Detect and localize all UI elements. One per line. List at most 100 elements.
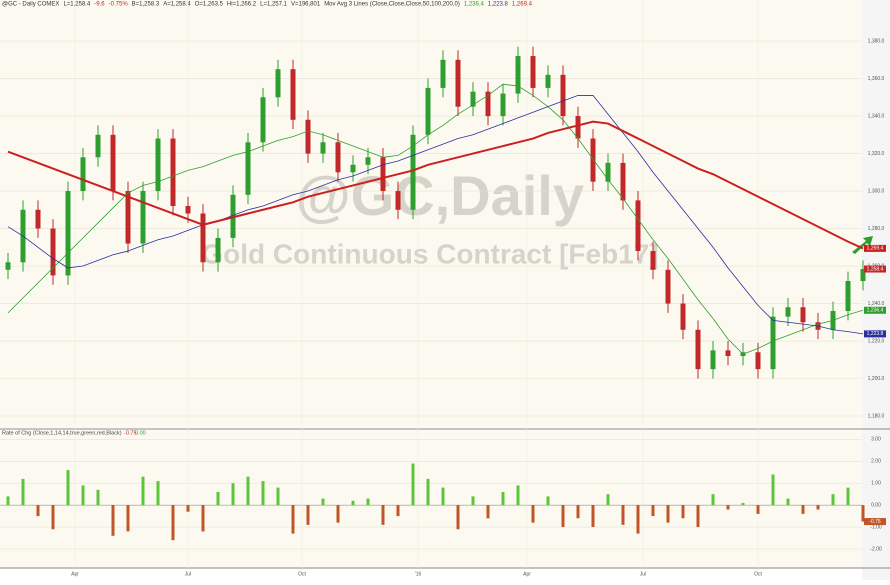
roc-bar	[81, 485, 85, 506]
y-tick-label: 1.00	[871, 481, 881, 487]
roc-bar	[216, 491, 220, 506]
candle-body	[785, 307, 791, 317]
roc-bar	[156, 481, 160, 506]
price-tag	[864, 244, 886, 252]
header-volume: V=196,801	[291, 2, 321, 8]
candle-body	[50, 228, 56, 276]
roc-bar	[291, 505, 295, 534]
price-tag-label: 1,223.8	[867, 331, 884, 337]
candle-body	[275, 69, 281, 98]
roc-bar	[546, 496, 550, 506]
candle-body	[425, 87, 431, 135]
candle-body	[125, 191, 131, 244]
roc-bar	[426, 478, 430, 506]
roc-bar	[576, 505, 580, 519]
watermark: @GC,Daily	[296, 164, 584, 227]
x-tick-label: Apr	[523, 571, 531, 577]
moving-average	[7, 120, 864, 250]
roc-tag-label: -0.75	[869, 519, 881, 525]
roc-bar	[786, 498, 790, 506]
x-tick-label: Jul	[640, 571, 646, 577]
roc-bar	[531, 505, 535, 523]
roc-bar	[171, 505, 175, 541]
roc-tag	[864, 518, 886, 526]
roc-bar	[591, 505, 595, 528]
roc-bar	[681, 505, 685, 519]
y-tick-label: -1.00	[870, 524, 882, 530]
x-tick-label: '16	[415, 571, 422, 577]
y-tick-label: 1,280.0	[868, 226, 885, 232]
roc-bar	[306, 505, 310, 525]
candle-body	[695, 329, 701, 370]
moving-average	[7, 83, 864, 355]
header: @GC - Daily COMEX L=1,258.4 -9.6 -0.75% B=1,…	[2, 2, 533, 8]
roc-bar	[816, 505, 820, 510]
roc-bar	[96, 489, 100, 506]
price-tag	[864, 265, 886, 273]
roc-bar	[66, 470, 70, 506]
y-tick-label: 1,320.0	[868, 151, 885, 157]
y-tick-label: 2.00	[871, 459, 881, 465]
roc-bar	[606, 494, 610, 506]
header-change: -9.6	[94, 2, 105, 8]
candle-body	[725, 350, 731, 357]
candle-body	[515, 56, 521, 94]
price-tag-label: 1,269.4	[867, 246, 884, 252]
roc-bar	[351, 500, 355, 506]
candle-body	[545, 74, 551, 88]
candle-body	[770, 316, 776, 370]
header-ma-value: 1,269.4	[512, 2, 533, 8]
roc-bar	[696, 505, 700, 528]
roc-panel	[0, 430, 862, 568]
roc-bar	[471, 496, 475, 506]
candle-body	[5, 262, 11, 270]
candle-body	[455, 59, 461, 107]
roc-bar	[501, 491, 505, 506]
price-tag	[864, 306, 886, 314]
candle-body	[665, 269, 671, 304]
candle-body	[170, 138, 176, 207]
y-tick-label: 1,300.0	[868, 188, 885, 194]
roc-bar	[276, 487, 280, 506]
moving-average	[7, 95, 864, 335]
roc-bar	[741, 502, 745, 506]
candle-body	[395, 191, 401, 210]
header-high: Hi=1,266.2	[227, 2, 257, 8]
candle-body	[590, 138, 596, 182]
roc-zero: 0.00	[135, 430, 146, 436]
roc-bar	[36, 505, 40, 517]
candle-body	[290, 69, 296, 120]
candle-body	[335, 142, 341, 173]
roc-bar	[711, 494, 715, 506]
price-tag-label: 1,236.4	[867, 308, 884, 314]
roc-bar	[21, 478, 25, 506]
candle-body	[710, 350, 716, 370]
candle-body	[470, 91, 476, 107]
roc-bar	[141, 476, 145, 506]
header-study: Mov Avg 3 Lines (Close,Close,Close,50,10…	[324, 2, 460, 8]
y-tick-label: 1,360.0	[868, 76, 885, 82]
candle-body	[260, 97, 266, 143]
header-ma-value: 1,236.4	[464, 2, 485, 8]
x-tick-label: Oct	[754, 571, 762, 577]
candle-body	[860, 269, 866, 282]
roc-bar	[666, 505, 670, 523]
roc-bar	[261, 481, 265, 506]
candle-body	[560, 74, 566, 117]
x-tick-label: Oct	[298, 571, 306, 577]
candle-body	[140, 191, 146, 244]
y-tick-label: 0.00	[871, 502, 881, 508]
roc-bar	[756, 505, 760, 514]
header-open: O=1,263.5	[195, 2, 224, 8]
roc-bar	[441, 487, 445, 506]
header-low: L=1,257.1	[260, 2, 288, 8]
roc-bar	[726, 505, 730, 510]
roc-bar	[456, 505, 460, 530]
candle-body	[365, 157, 371, 165]
price-tag	[864, 330, 886, 338]
candle-body	[320, 142, 326, 154]
candle-body	[110, 134, 116, 192]
x-tick-label: Jul	[185, 571, 191, 577]
candle-body	[305, 119, 311, 154]
